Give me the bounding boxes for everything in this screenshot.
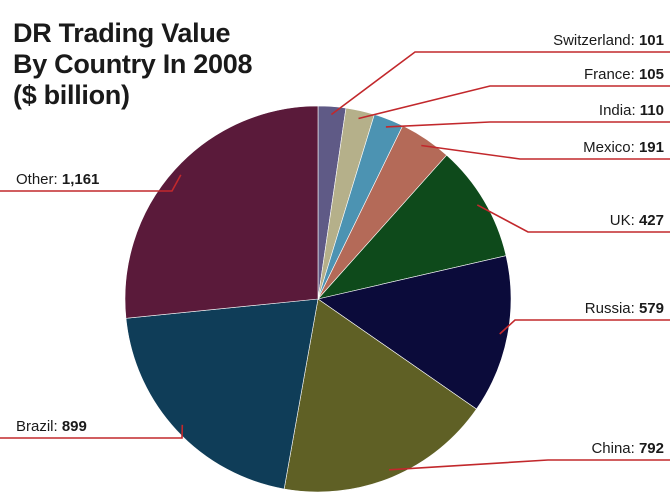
- slice-label-name: Other:: [16, 171, 62, 188]
- slice-label-value: 899: [62, 418, 87, 435]
- chart-title-line-3: ($ billion): [13, 80, 130, 110]
- leader-line-russia: [499, 319, 670, 335]
- slice-label-name: China:: [591, 440, 639, 457]
- slice-label-value: 579: [639, 300, 664, 317]
- leader-line-france: [358, 85, 670, 120]
- slice-label-value: 105: [639, 66, 664, 83]
- slice-label-value: 191: [639, 139, 664, 156]
- pie-slice-brazil: [125, 298, 319, 490]
- leader-line-india: [385, 121, 670, 128]
- slice-label-india: India: 110: [599, 102, 664, 119]
- slice-label-name: India:: [599, 102, 640, 119]
- pie-slice-china: [283, 298, 477, 493]
- leader-line-brazil: [0, 424, 184, 439]
- slice-label-france: France: 105: [584, 66, 664, 83]
- slice-label-name: France:: [584, 66, 639, 83]
- leader-line-switzerland: [330, 51, 670, 116]
- leader-line-mexico: [421, 144, 670, 160]
- slice-label-name: Brazil:: [16, 418, 62, 435]
- pie-slice-russia: [317, 255, 512, 410]
- slice-label-value: 427: [639, 212, 664, 229]
- slice-label-mexico: Mexico: 191: [583, 139, 664, 156]
- chart-title-line-1: DR Trading Value: [13, 18, 231, 48]
- pie-slice-uk: [317, 154, 507, 300]
- leader-lines: [0, 51, 670, 471]
- slice-label-russia: Russia: 579: [585, 300, 664, 317]
- pie-slices: [124, 105, 512, 493]
- leader-line-china: [388, 459, 670, 471]
- leader-line-other: [0, 174, 182, 192]
- slice-label-name: Mexico:: [583, 139, 639, 156]
- chart-title-line-2: By Country In 2008: [13, 49, 253, 79]
- leader-line-uk: [476, 204, 670, 233]
- slice-label-value: 1,161: [62, 171, 100, 188]
- slice-label-name: UK:: [610, 212, 639, 229]
- slice-label-value: 110: [640, 102, 664, 119]
- slice-label-name: Russia:: [585, 300, 639, 317]
- pie-slice-other: [124, 105, 319, 319]
- slice-label-value: 792: [639, 440, 664, 457]
- slice-label-name: Switzerland:: [553, 32, 639, 49]
- slice-label-uk: UK: 427: [610, 212, 664, 229]
- slice-label-brazil: Brazil: 899: [16, 418, 87, 435]
- chart-title: DR Trading Value By Country In 2008 ($ b…: [13, 18, 293, 111]
- slice-label-value: 101: [639, 32, 664, 49]
- slice-label-other: Other: 1,161: [16, 171, 99, 188]
- slice-label-china: China: 792: [591, 440, 664, 457]
- slice-label-switzerland: Switzerland: 101: [553, 32, 664, 49]
